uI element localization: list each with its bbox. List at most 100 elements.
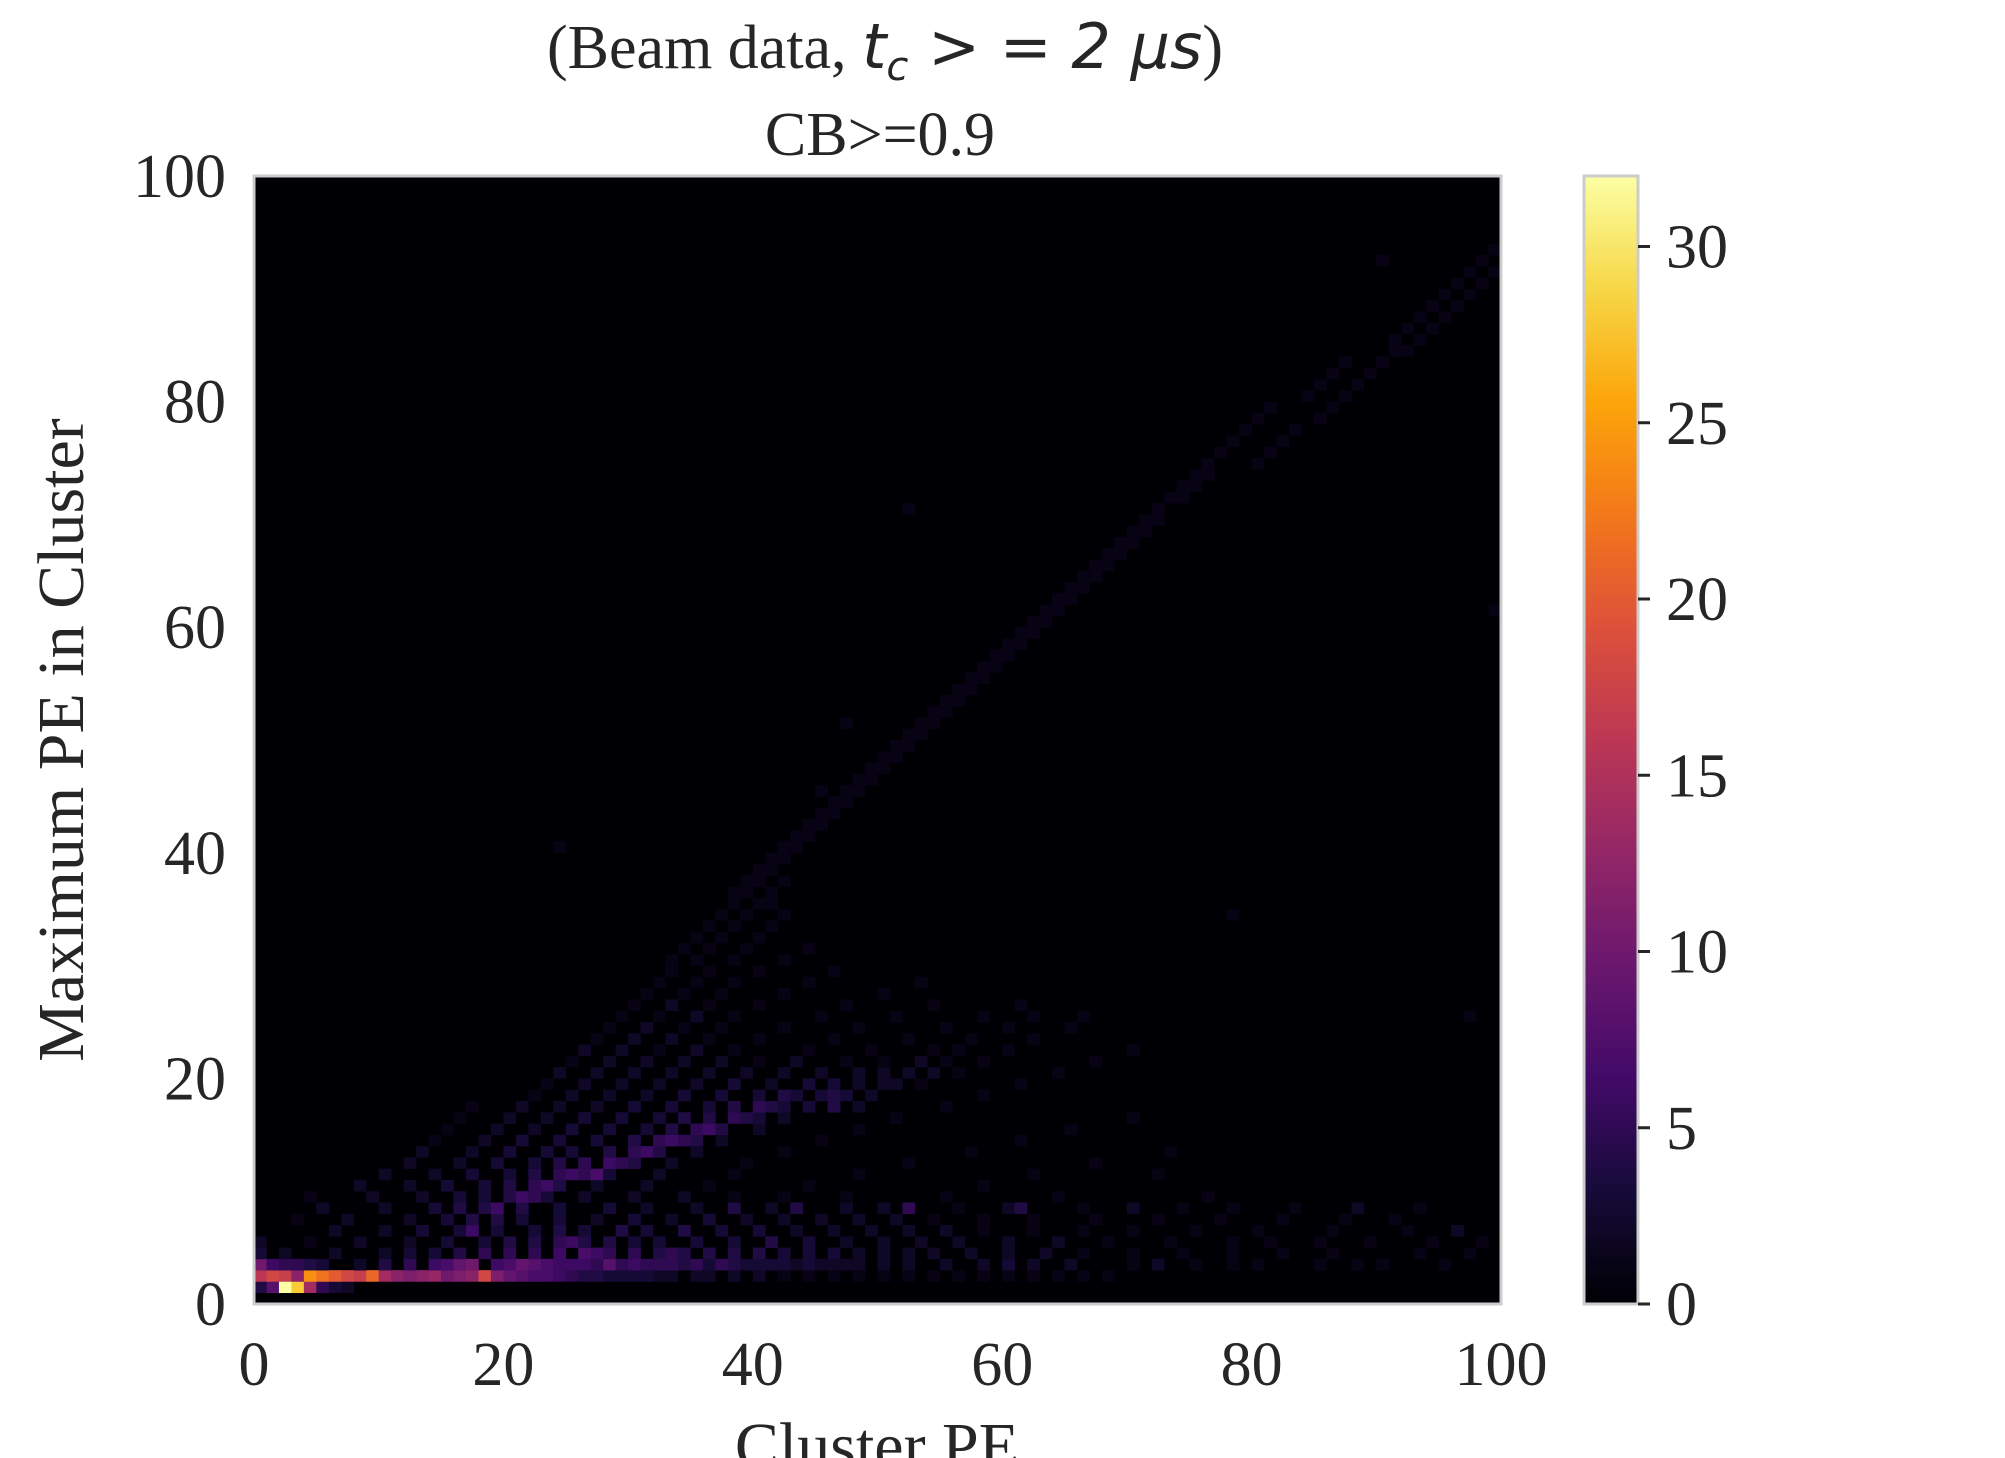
heatmap-cell (815, 1010, 828, 1023)
heatmap-cell (316, 1281, 330, 1294)
heatmap-cell (254, 1247, 267, 1260)
heatmap-cell (952, 1044, 966, 1057)
heatmap-cell (914, 728, 928, 741)
heatmap-cell (1014, 1078, 1028, 1090)
heatmap-cell (902, 1067, 916, 1079)
heatmap-cell (702, 965, 716, 978)
heatmap-cell (1176, 480, 1190, 493)
heatmap-cell (1313, 1236, 1327, 1248)
heatmap-cell (1039, 604, 1053, 617)
heatmap-cell (503, 1258, 517, 1271)
heatmap-cell (927, 1044, 941, 1057)
heatmap-cell (1289, 424, 1302, 436)
heatmap-cell (515, 1258, 529, 1271)
heatmap-cell (852, 1270, 866, 1282)
heatmap-cell (1176, 491, 1190, 504)
heatmap-cell (590, 1213, 604, 1226)
heatmap-cell (927, 1213, 941, 1226)
heatmap-cell (877, 1236, 891, 1248)
heatmap-cell (952, 1067, 966, 1079)
heatmap-cell (677, 1089, 691, 1102)
colorbar-tick-label: 0 (1666, 1271, 1697, 1339)
heatmap-cell (765, 1258, 779, 1271)
heatmap-cell (727, 920, 741, 933)
heatmap-cell (702, 1270, 716, 1282)
heatmap-cell (690, 931, 704, 944)
heatmap-cell (1151, 503, 1165, 515)
heatmap-cell (977, 1225, 991, 1237)
heatmap-cell (840, 1258, 853, 1271)
y-axis-ticks: 0 20 40 60 80 100 (133, 143, 226, 1339)
heatmap-cell (303, 1258, 317, 1271)
heatmap-cell (341, 1281, 355, 1294)
heatmap-cell (665, 1100, 679, 1113)
heatmap-cell (790, 1258, 803, 1271)
heatmap-cell (1089, 1055, 1103, 1068)
heatmap-cell (777, 1089, 791, 1102)
heatmap-cell (1351, 1202, 1365, 1215)
heatmap-cell (827, 965, 841, 978)
heatmap-cell (328, 1225, 342, 1237)
heatmap-cell (690, 1078, 704, 1090)
heatmap-cell (802, 1258, 816, 1271)
heatmap-cell (553, 1100, 567, 1113)
heatmap-cell (939, 1055, 953, 1068)
heatmap-cell (702, 1123, 716, 1136)
heatmap-cell (1002, 649, 1015, 662)
heatmap-cell (1114, 536, 1128, 549)
heatmap-cell (815, 1089, 828, 1102)
heatmap-cell (840, 1089, 853, 1102)
heatmap-cell (441, 1236, 454, 1248)
heatmap-cell (341, 1213, 355, 1226)
heatmap-cell (1488, 604, 1502, 617)
heatmap-cell (254, 1258, 267, 1271)
heatmap-cell (977, 1010, 991, 1023)
heatmap-cell (1401, 1225, 1415, 1237)
heatmap-cell (603, 1168, 616, 1181)
heatmap-cell (1164, 491, 1178, 504)
heatmap-cell (291, 1270, 305, 1282)
heatmap-cell (1126, 1044, 1140, 1057)
heatmap-cell (989, 661, 1003, 673)
heatmap-cell (1052, 1067, 1065, 1079)
heatmap-cell (266, 1258, 280, 1271)
heatmap-cell (640, 1270, 654, 1282)
y-tick-label: 60 (164, 594, 226, 662)
heatmap-cell (653, 1112, 666, 1124)
heatmap-cell (490, 1270, 504, 1282)
heatmap-cell (553, 1179, 567, 1192)
heatmap-cell (1027, 615, 1040, 628)
heatmap-cell (752, 965, 766, 978)
heatmap-cell (665, 1067, 679, 1079)
heatmap-cell (677, 1055, 691, 1068)
heatmap-cell (777, 1146, 791, 1158)
heatmap-cell (827, 1100, 841, 1113)
heatmap-cell (1326, 367, 1340, 380)
heatmap-cell (865, 773, 878, 786)
heatmap-cell (914, 976, 928, 989)
heatmap-cell (852, 1123, 866, 1136)
heatmap-cell (465, 1168, 479, 1181)
heatmap-cell (490, 1225, 504, 1237)
heatmap-cell (702, 1213, 716, 1226)
heatmap-cell (1014, 999, 1028, 1012)
heatmap-cell (702, 1033, 716, 1045)
heatmap-cell (865, 1044, 878, 1057)
heatmap-cell (453, 1191, 467, 1203)
heatmap-cell (478, 1270, 492, 1282)
heatmap-cell (628, 1236, 641, 1248)
heatmap-cell (939, 1191, 953, 1203)
heatmap-cell (590, 1258, 604, 1271)
heatmap-cell (391, 1270, 404, 1282)
heatmap-cell (303, 1191, 317, 1203)
heatmap-cell (428, 1168, 442, 1181)
heatmap-cell (939, 706, 953, 718)
heatmap-cell (677, 1112, 691, 1124)
heatmap-cell (540, 1078, 554, 1090)
heatmap-cell (1264, 446, 1277, 459)
heatmap-cell (553, 1258, 567, 1271)
heatmap-cell (303, 1270, 317, 1282)
heatmap-cell (1064, 582, 1078, 594)
heatmap-cell (827, 796, 841, 808)
heatmap-cell (1476, 254, 1489, 267)
